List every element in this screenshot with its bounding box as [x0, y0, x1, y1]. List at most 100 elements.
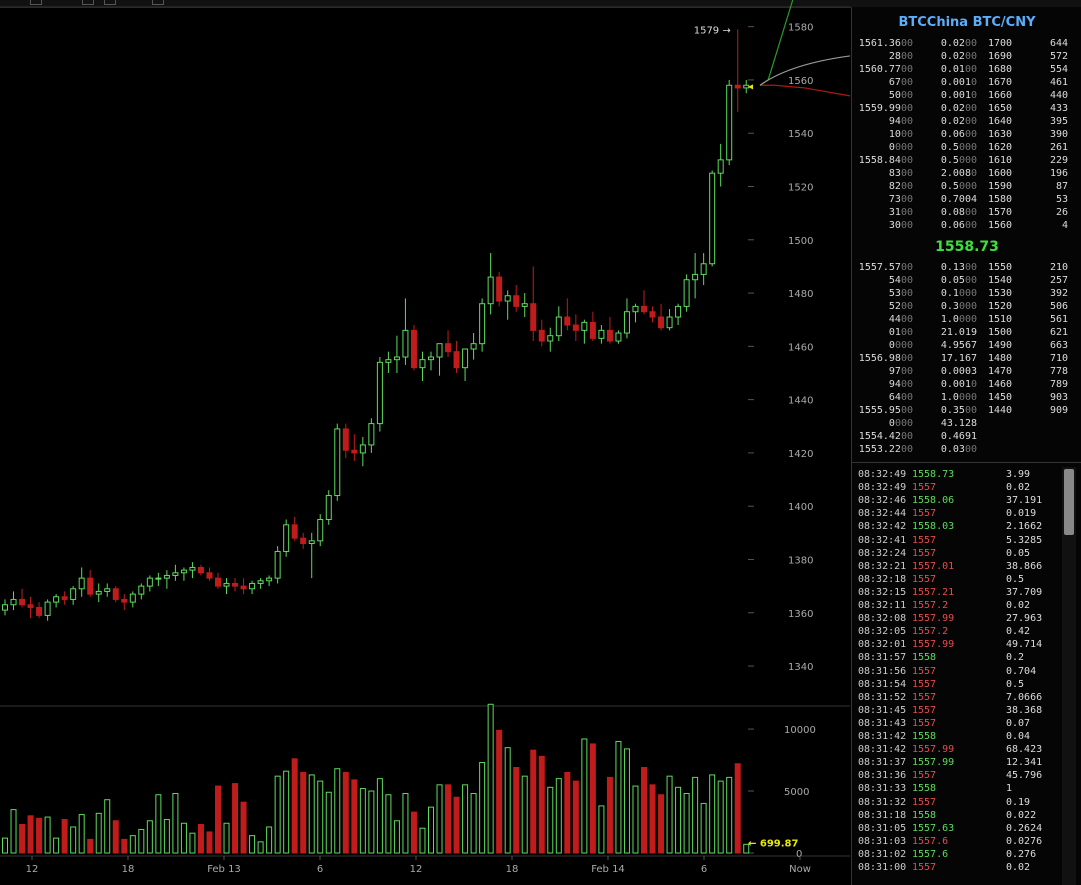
candle-body[interactable]: [155, 577, 162, 580]
volume-bar[interactable]: [572, 780, 579, 854]
volume-bar[interactable]: [351, 779, 358, 854]
bid-row[interactable]: 9700 0.0003 1470 778: [852, 365, 1081, 378]
candle-body[interactable]: [675, 305, 682, 318]
candle-body[interactable]: [325, 495, 332, 521]
candle-body[interactable]: [78, 577, 85, 590]
volume-bar[interactable]: [623, 748, 630, 854]
volume-bar[interactable]: [419, 827, 426, 854]
candle-body[interactable]: [249, 582, 256, 590]
volume-bar[interactable]: [717, 780, 724, 854]
candle-body[interactable]: [547, 335, 554, 342]
volume-bar[interactable]: [402, 793, 409, 854]
volume-bar[interactable]: [632, 785, 639, 854]
volume-bar[interactable]: [606, 776, 613, 854]
ask-row[interactable]: 9400 0.0200 1640 395: [852, 115, 1081, 128]
candle-body[interactable]: [581, 321, 588, 331]
candle-body[interactable]: [470, 343, 477, 350]
candle-body[interactable]: [240, 585, 247, 590]
candle-body[interactable]: [479, 303, 486, 345]
volume-bar[interactable]: [206, 831, 213, 854]
volume-bar[interactable]: [189, 832, 196, 854]
volume-bar[interactable]: [146, 820, 153, 854]
volume-bar[interactable]: [743, 843, 750, 854]
volume-bar[interactable]: [547, 786, 554, 854]
toolbar-icon[interactable]: [152, 0, 164, 5]
volume-bar[interactable]: [453, 796, 460, 854]
volume-bar[interactable]: [87, 838, 94, 854]
trade-row[interactable]: 08:31:57 1558 0.2: [858, 651, 1058, 664]
candle-body[interactable]: [419, 359, 426, 369]
candle-body[interactable]: [10, 598, 17, 606]
volume-bar[interactable]: [78, 814, 85, 854]
volume-bar[interactable]: [513, 766, 520, 854]
candle-body[interactable]: [197, 566, 204, 574]
volume-bar[interactable]: [215, 785, 221, 854]
candle-body[interactable]: [402, 329, 409, 358]
candle-body[interactable]: [734, 84, 741, 89]
trade-row[interactable]: 08:32:46 1558.06 37.191: [858, 494, 1058, 507]
volume-bar[interactable]: [232, 783, 239, 854]
trade-row[interactable]: 08:32:11 1557.2 0.02: [858, 599, 1058, 612]
trade-row[interactable]: 08:31:37 1557.99 12.341: [858, 756, 1058, 769]
volume-bar[interactable]: [334, 768, 341, 854]
candle-body[interactable]: [393, 356, 400, 361]
volume-bar[interactable]: [479, 762, 486, 854]
ask-row[interactable]: 6700 0.0010 1670 461: [852, 76, 1081, 89]
volume-bar[interactable]: [683, 793, 690, 854]
ask-row[interactable]: 5000 0.0010 1660 440: [852, 89, 1081, 102]
volume-bar[interactable]: [342, 771, 349, 854]
volume-bar[interactable]: [393, 820, 400, 854]
candle-body[interactable]: [632, 305, 639, 313]
trade-row[interactable]: 08:31:43 1557 0.07: [858, 717, 1058, 730]
volume-bar[interactable]: [675, 786, 682, 854]
candle-body[interactable]: [180, 569, 187, 574]
ask-row[interactable]: 2800 0.0200 1690 572: [852, 50, 1081, 63]
candle-body[interactable]: [308, 540, 315, 544]
volume-bar[interactable]: [462, 784, 469, 854]
ask-row[interactable]: 1559.9900 0.0200 1650 433: [852, 102, 1081, 115]
bid-row[interactable]: 0100 21.019 1500 621: [852, 326, 1081, 339]
volume-bar[interactable]: [70, 826, 77, 854]
candle-body[interactable]: [462, 348, 469, 369]
volume-bar[interactable]: [666, 775, 673, 854]
volume-bar[interactable]: [283, 770, 290, 854]
candle-body[interactable]: [87, 577, 94, 595]
candle-body[interactable]: [717, 159, 724, 174]
trades-scrollbar[interactable]: [1062, 467, 1076, 885]
candle-body[interactable]: [504, 295, 511, 302]
trade-row[interactable]: 08:32:21 1557.01 38.866: [858, 560, 1058, 573]
ask-row[interactable]: 8300 2.0080 1600 196: [852, 167, 1081, 180]
candle-body[interactable]: [44, 601, 51, 616]
candle-body[interactable]: [641, 305, 647, 313]
trade-row[interactable]: 08:31:32 1557 0.19: [858, 796, 1058, 809]
volume-bar[interactable]: [138, 828, 145, 854]
bid-row[interactable]: 1553.2200 0.0300: [852, 443, 1081, 456]
volume-bar[interactable]: [436, 784, 443, 854]
volume-bar[interactable]: [555, 778, 562, 854]
candle-body[interactable]: [172, 572, 179, 576]
candle-body[interactable]: [615, 332, 622, 342]
candle-body[interactable]: [692, 273, 699, 281]
candle-body[interactable]: [649, 311, 656, 318]
volume-bar[interactable]: [10, 809, 17, 854]
volume-bar[interactable]: [36, 817, 43, 854]
candle-body[interactable]: [317, 519, 324, 542]
candle-body[interactable]: [53, 596, 60, 603]
candle-body[interactable]: [104, 588, 111, 592]
volume-bar[interactable]: [44, 816, 51, 854]
candle-body[interactable]: [666, 316, 673, 329]
volume-bar[interactable]: [726, 776, 733, 854]
trade-row[interactable]: 08:32:49 1557 0.02: [858, 481, 1058, 494]
bid-row[interactable]: 4400 1.0000 1510 561: [852, 313, 1081, 326]
volume-bar[interactable]: [197, 823, 204, 854]
volume-bar[interactable]: [470, 793, 477, 854]
candle-body[interactable]: [385, 359, 392, 363]
trade-row[interactable]: 08:32:18 1557 0.5: [858, 573, 1058, 586]
candle-body[interactable]: [215, 577, 221, 587]
volume-bar[interactable]: [257, 841, 264, 854]
candle-body[interactable]: [283, 524, 290, 552]
candle-body[interactable]: [598, 329, 605, 339]
candle-body[interactable]: [274, 550, 281, 579]
trade-row[interactable]: 08:32:24 1557 0.05: [858, 547, 1058, 560]
trade-row[interactable]: 08:31:33 1558 1: [858, 782, 1058, 795]
